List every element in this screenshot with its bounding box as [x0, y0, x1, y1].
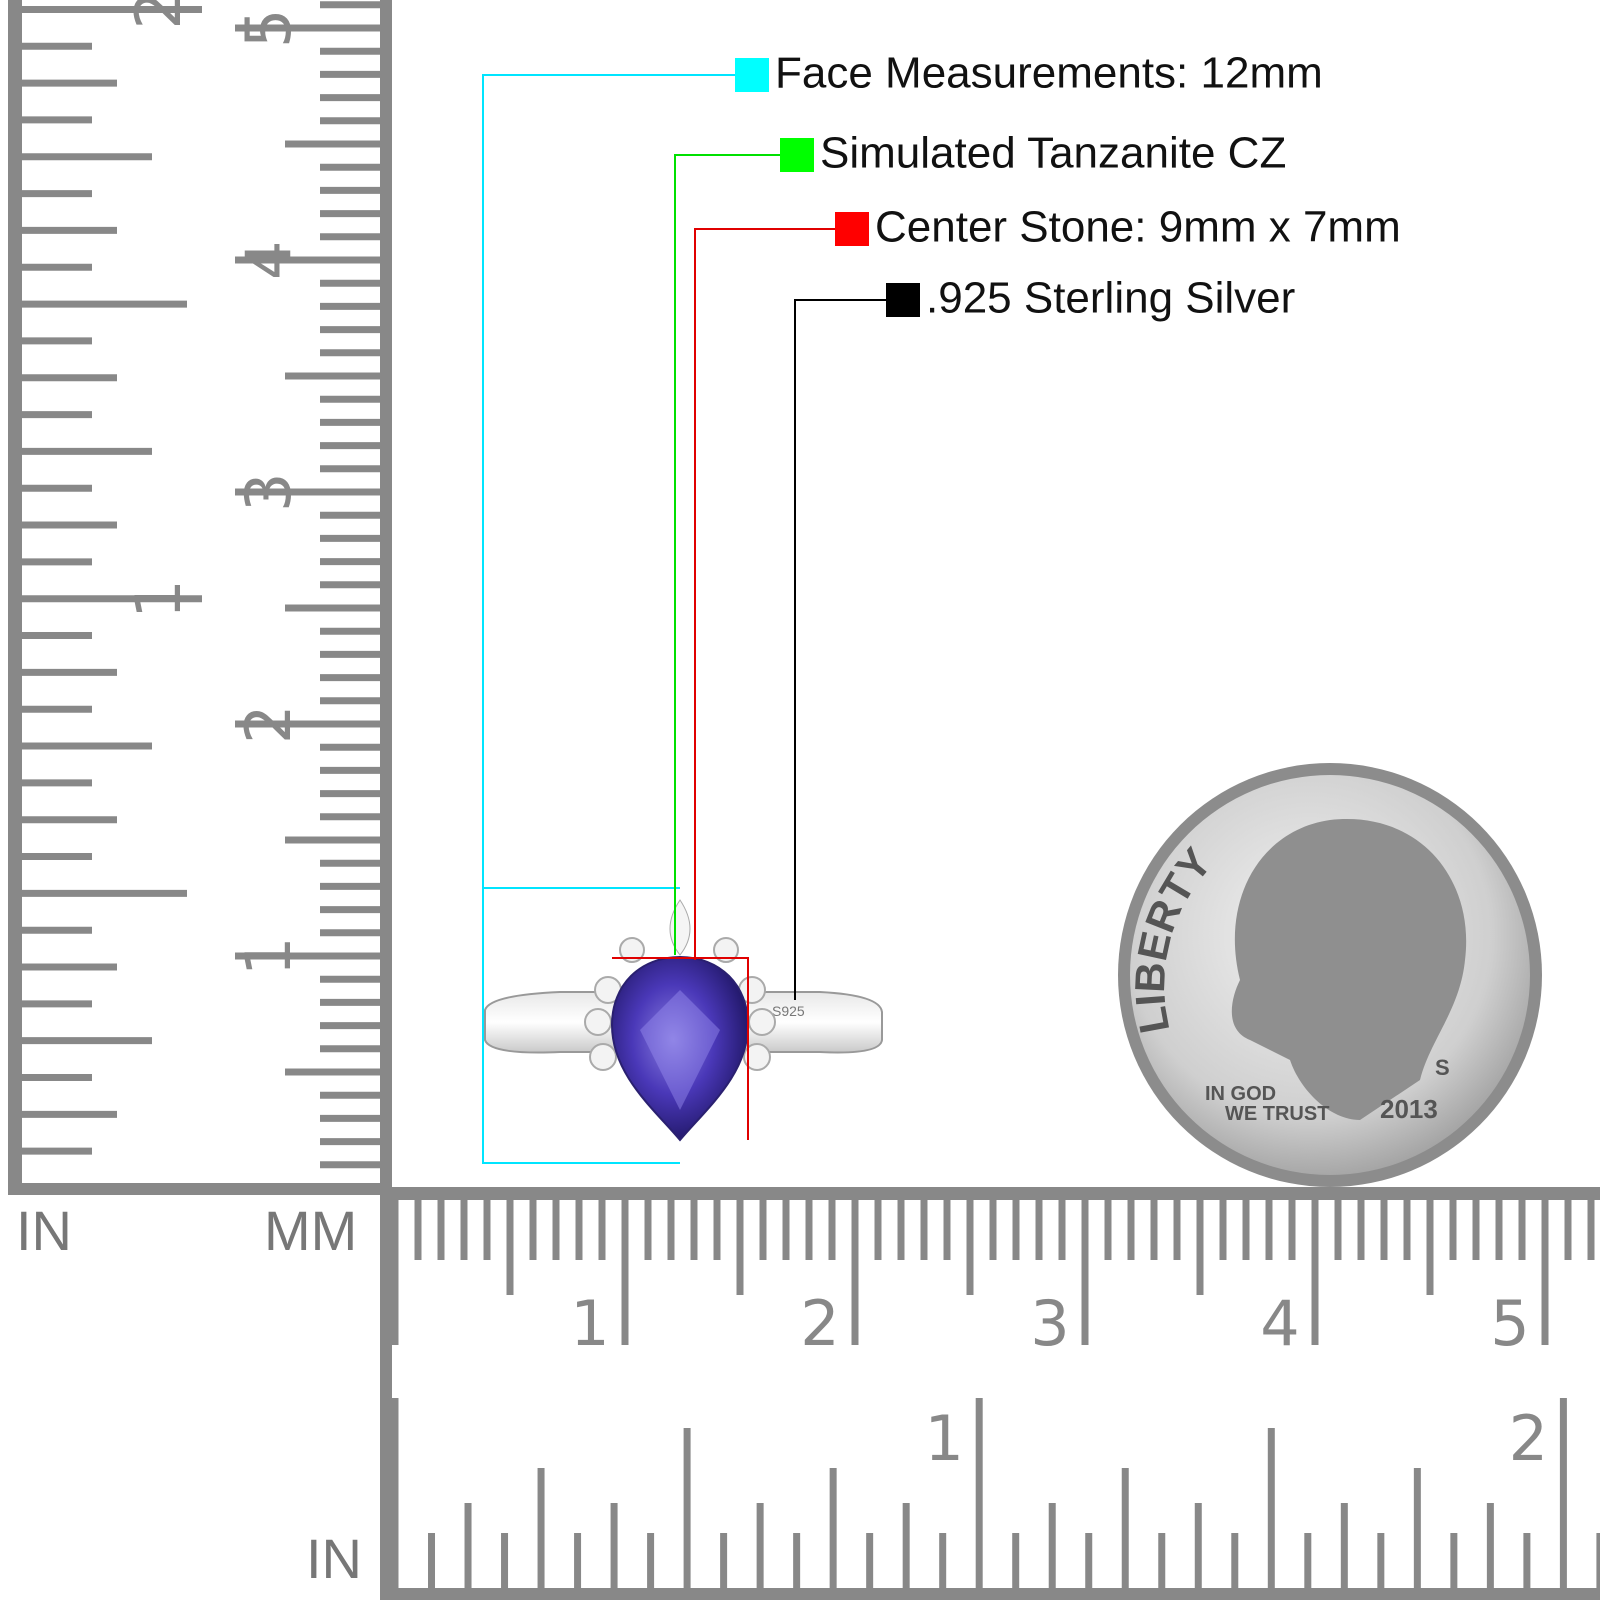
- feature-label: Face Measurements: 12mm: [775, 49, 1323, 98]
- coin-portrait: [1231, 819, 1467, 1120]
- center-stone: [610, 955, 750, 1142]
- coin-motto: IN GOD: [1205, 1083, 1276, 1105]
- stone-facet: [640, 990, 720, 1110]
- leader-line: [674, 154, 780, 955]
- ruler-number: 1: [122, 579, 195, 618]
- ruler-number: 1: [924, 1402, 963, 1475]
- label-swatch: [735, 58, 769, 92]
- leader-line: [794, 299, 886, 1000]
- ruler-unit: MM: [264, 1199, 357, 1262]
- coin-motto: WE TRUST: [1225, 1103, 1329, 1125]
- accent-stones: [584, 937, 776, 1071]
- coin-mint-mark: S: [1435, 1055, 1450, 1080]
- leader-line: [612, 957, 749, 1140]
- ruler-number: 3: [232, 473, 305, 512]
- coin: LIBERTY IN GOD WE TRUST 2013 S: [1118, 763, 1542, 1187]
- ruler-number: 3: [1030, 1287, 1069, 1360]
- feature-label: Center Stone: 9mm x 7mm: [875, 203, 1401, 252]
- ruler-number: 5: [232, 9, 305, 48]
- leaders: [482, 74, 886, 1164]
- ruler-unit: IN: [306, 1527, 362, 1590]
- label-swatch: [886, 283, 920, 317]
- ruler-number: 4: [232, 241, 305, 280]
- ruler-number: 2: [1509, 1402, 1548, 1475]
- ruler-number: 2: [122, 0, 195, 29]
- ruler-number: 2: [800, 1287, 839, 1360]
- ring: S925: [484, 899, 883, 1142]
- feature-label: Simulated Tanzanite CZ: [820, 129, 1286, 178]
- ruler-number: 5: [1490, 1287, 1529, 1360]
- ruler-edge: [8, 0, 22, 1195]
- ruler-number: 1: [570, 1287, 609, 1360]
- ruler-number: 1: [232, 937, 305, 976]
- accent-stone: [669, 899, 691, 956]
- ruler-edge: [380, 1588, 1600, 1600]
- ruler-number: 4: [1260, 1287, 1299, 1360]
- rulers: [8, 0, 1600, 1600]
- label-swatch: [835, 212, 869, 246]
- ruler-edge: [380, 1187, 1600, 1200]
- feature-label: .925 Sterling Silver: [926, 274, 1295, 323]
- leader-line: [482, 74, 735, 1164]
- label-swatch: [780, 138, 814, 172]
- ruler-unit: IN: [16, 1199, 72, 1262]
- coin-year: 2013: [1380, 1094, 1438, 1124]
- ruler-number: 2: [232, 705, 305, 744]
- ruler-edge: [380, 0, 392, 1600]
- ring-stamp: S925: [772, 1003, 805, 1019]
- leader-line: [694, 228, 835, 960]
